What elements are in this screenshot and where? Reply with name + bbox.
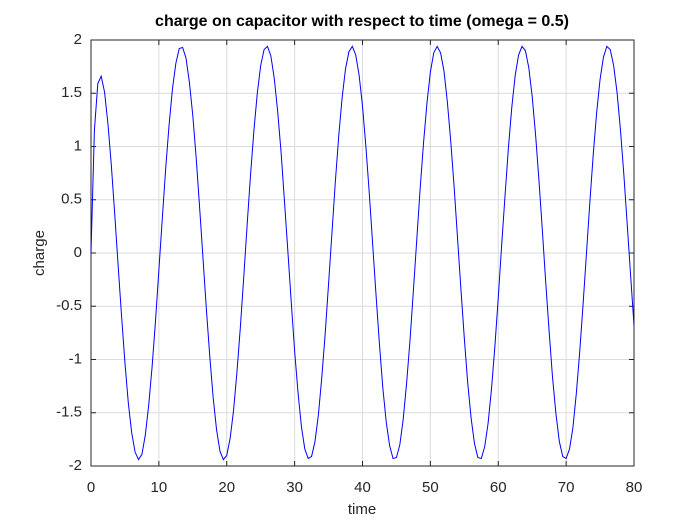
y-tick-label: 1.5 [61,84,82,101]
x-tick-label: 50 [422,479,439,496]
y-tick-label: -1.5 [56,404,82,421]
x-tick-label: 30 [286,479,303,496]
x-tick-label: 80 [626,479,643,496]
y-tick-label: -1 [69,350,82,367]
x-tick-label: 40 [354,479,371,496]
x-tick-label: 10 [151,479,168,496]
data-line [90,45,635,461]
x-tick-label: 60 [490,479,507,496]
y-tick-label: -2 [69,457,82,474]
chart-title: charge on capacitor with respect to time… [155,13,569,30]
y-axis-label: charge [31,230,48,276]
x-tick-label: 0 [87,479,95,496]
y-tick-label: 1 [74,137,82,154]
y-tick-label: 0 [74,244,82,261]
y-tick-label: -0.5 [56,297,82,314]
x-tick-label: 20 [218,479,235,496]
y-tick-label: 2 [74,31,82,48]
x-axis-label: time [348,501,376,518]
y-tick-label: 0.5 [61,191,82,208]
x-tick-label: 70 [558,479,575,496]
